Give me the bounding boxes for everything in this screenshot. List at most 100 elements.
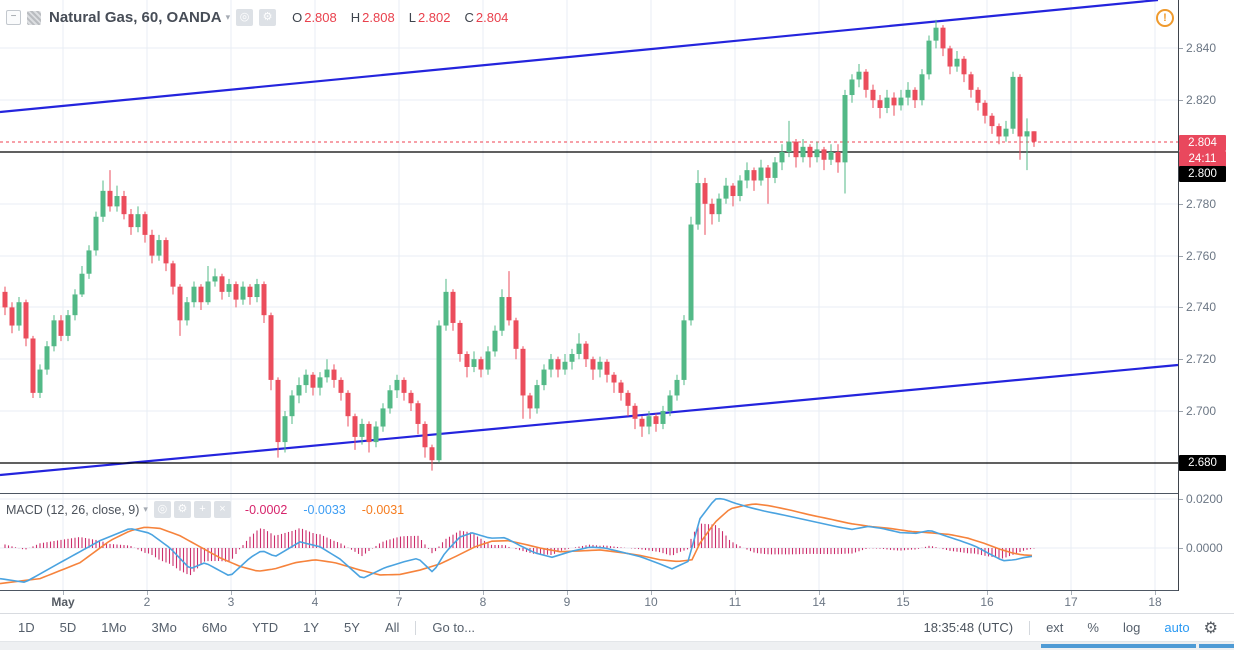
eye-icon[interactable]: ◎ <box>236 9 254 26</box>
range-button-1y[interactable]: 1Y <box>303 620 320 635</box>
price-axis-label: 2.780 <box>1186 197 1217 211</box>
candle <box>114 196 120 207</box>
candle <box>562 361 568 370</box>
range-button-1mo[interactable]: 1Mo <box>101 620 127 635</box>
candle <box>44 346 50 370</box>
candle <box>611 374 617 383</box>
candle <box>653 416 659 424</box>
candle <box>590 359 596 370</box>
axis-tick <box>1179 548 1183 549</box>
axis-tick <box>1179 359 1183 360</box>
candle <box>9 307 15 326</box>
add-icon[interactable]: + <box>193 501 211 518</box>
candle <box>513 320 519 349</box>
candle <box>198 286 204 303</box>
range-button-ytd[interactable]: YTD <box>252 620 279 635</box>
mode-button-auto[interactable]: auto <box>1164 620 1190 635</box>
range-button-6mo[interactable]: 6Mo <box>201 620 228 635</box>
macd-line <box>0 497 1033 583</box>
pane-separator[interactable] <box>0 590 1234 591</box>
range-button-all[interactable]: All <box>384 620 400 635</box>
candle <box>954 58 960 67</box>
candle <box>373 426 379 443</box>
candle <box>709 203 715 215</box>
candle <box>940 27 946 49</box>
range-button-1d[interactable]: 1D <box>18 620 35 635</box>
macd-pane[interactable] <box>0 494 1178 590</box>
macd-value: -0.0031 <box>361 502 405 517</box>
pane-separator[interactable] <box>0 493 1234 494</box>
range-buttons: 1D 5D 1Mo 3Mo 6Mo YTD 1Y 5Y All <box>18 620 399 635</box>
clock-utc[interactable]: 18:35:48 (UTC) <box>923 620 1014 635</box>
candle <box>226 284 232 292</box>
chevron-down-icon[interactable]: ▾ <box>225 12 231 22</box>
price-pane[interactable] <box>0 0 1178 493</box>
price-axis-label: 2.720 <box>1186 352 1217 366</box>
candle <box>947 48 953 67</box>
range-button-5y[interactable]: 5Y <box>344 620 360 635</box>
macd-value: -0.0002 <box>244 502 288 517</box>
candle <box>751 170 757 181</box>
candle <box>37 369 43 393</box>
settings-gear-icon[interactable]: ⚙ <box>1203 619 1218 637</box>
candle <box>856 71 862 80</box>
ohlc-c: C 2.804 <box>464 10 509 25</box>
candle <box>275 379 281 443</box>
candle <box>415 403 421 424</box>
candle <box>310 374 316 388</box>
axis-tick <box>1155 591 1156 595</box>
candle <box>324 369 330 378</box>
warning-icon[interactable]: ! <box>1156 9 1174 27</box>
candle <box>233 284 239 300</box>
candle <box>905 89 911 98</box>
gear-icon[interactable]: ⚙ <box>173 501 191 518</box>
axis-tick <box>1179 499 1183 500</box>
bottom-strip <box>0 642 1234 650</box>
chevron-down-icon[interactable]: ▾ <box>143 504 148 514</box>
axis-tick <box>1179 411 1183 412</box>
candle <box>121 196 127 215</box>
range-button-5d[interactable]: 5D <box>59 620 77 635</box>
axis-tick <box>1179 100 1183 101</box>
candle <box>247 286 253 298</box>
time-axis-label: 7 <box>395 595 403 609</box>
candle <box>555 359 561 370</box>
candle <box>72 294 78 316</box>
candle <box>352 416 358 437</box>
time-axis-label: 3 <box>227 595 235 609</box>
mode-button-log[interactable]: log <box>1122 620 1141 635</box>
price-axis[interactable]: 2.840 2.820 2.780 2.760 2.740 2.720 2.700 0.020… <box>1179 0 1234 613</box>
macd-values: -0.0002 -0.0033 -0.0031 <box>245 503 404 517</box>
gear-icon[interactable]: ⚙ <box>259 9 277 26</box>
candle <box>219 276 225 292</box>
candle <box>1031 131 1037 142</box>
ohlc-l: L 2.802 <box>408 10 451 25</box>
goto-button[interactable]: Go to... <box>432 620 476 635</box>
candle <box>478 359 484 370</box>
close-icon[interactable]: × <box>213 501 231 518</box>
range-button-3mo[interactable]: 3Mo <box>151 620 177 635</box>
scrollbar-segment[interactable] <box>1199 644 1234 648</box>
mode-button-ext[interactable]: ext <box>1046 620 1064 635</box>
candle <box>254 284 260 298</box>
macd-signal-line <box>0 503 1033 585</box>
trendline[interactable] <box>0 0 1159 114</box>
candle <box>380 408 386 427</box>
time-axis[interactable]: May 2 3 4 7 8 9 10 11 14 15 16 17 18 <box>0 591 1234 614</box>
axis-tick <box>819 591 820 595</box>
trendline[interactable] <box>0 363 1178 477</box>
candle <box>639 418 645 427</box>
axis-tick <box>1071 591 1072 595</box>
macd-label[interactable]: MACD (12, 26, close, 9) <box>6 502 140 517</box>
candle <box>1024 131 1030 137</box>
eye-icon[interactable]: ◎ <box>153 501 171 518</box>
collapse-pane-icon[interactable]: − <box>6 10 21 25</box>
scrollbar-segment[interactable] <box>1041 644 1196 648</box>
axis-tick <box>231 591 232 595</box>
candle <box>51 320 57 347</box>
mode-button-percent[interactable]: % <box>1087 620 1099 635</box>
symbol-title[interactable]: Natural Gas, 60, OANDA <box>49 9 222 26</box>
axis-tick <box>1179 204 1183 205</box>
hline-2680-badge: 2.680 <box>1179 455 1226 471</box>
